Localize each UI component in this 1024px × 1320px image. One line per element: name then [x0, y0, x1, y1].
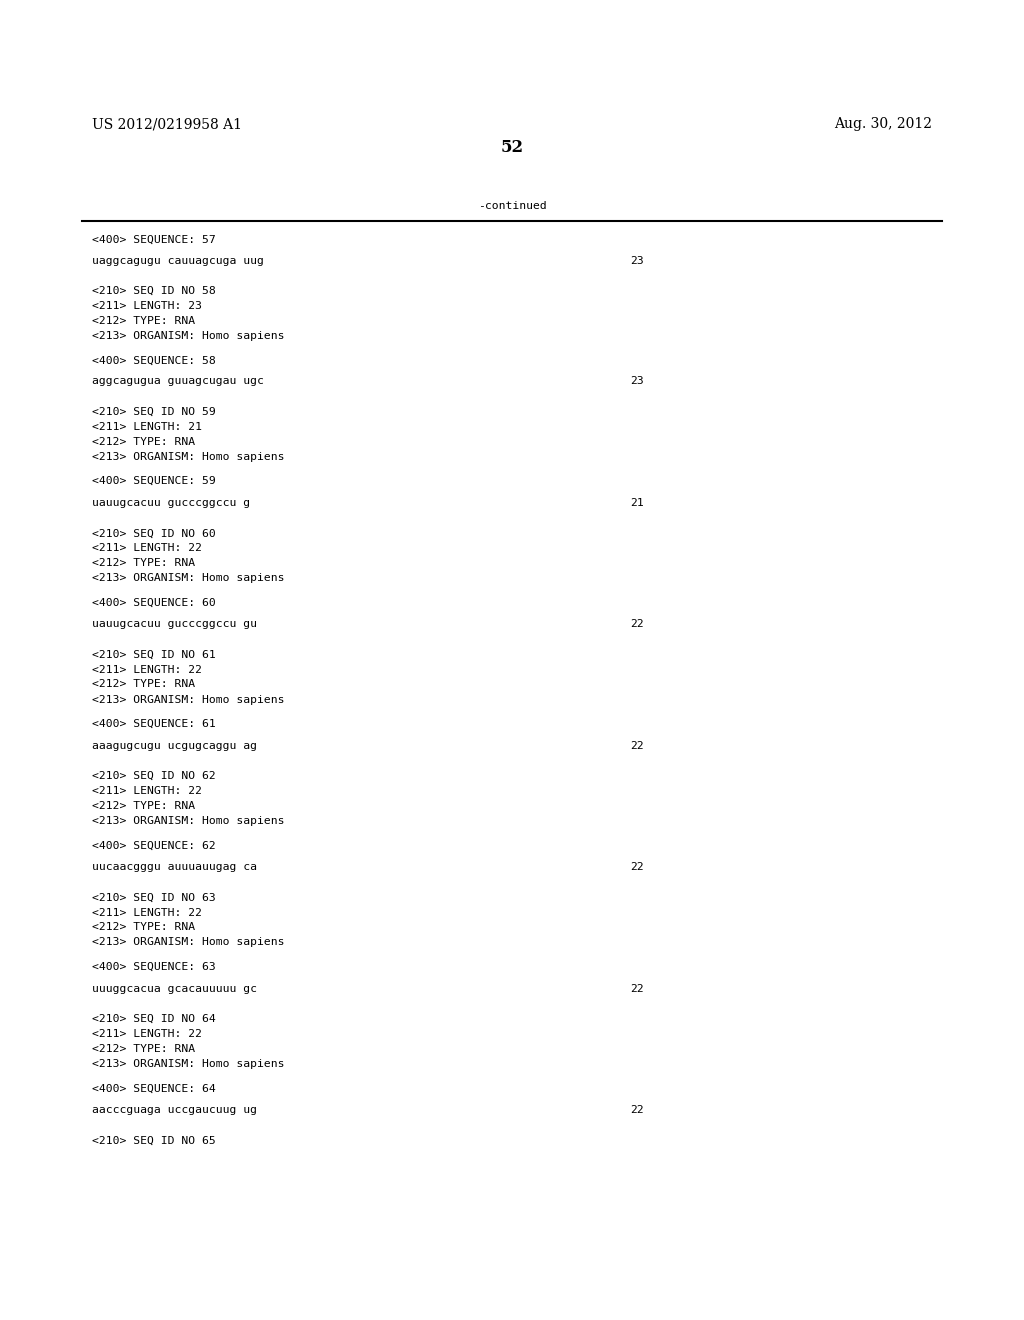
Text: <212> TYPE: RNA: <212> TYPE: RNA	[92, 558, 196, 568]
Text: <213> ORGANISM: Homo sapiens: <213> ORGANISM: Homo sapiens	[92, 694, 285, 705]
Text: 22: 22	[630, 741, 643, 751]
Text: uucaacgggu auuuauugag ca: uucaacgggu auuuauugag ca	[92, 862, 257, 873]
Text: aaagugcugu ucgugcaggu ag: aaagugcugu ucgugcaggu ag	[92, 741, 257, 751]
Text: 22: 22	[630, 983, 643, 994]
Text: <213> ORGANISM: Homo sapiens: <213> ORGANISM: Homo sapiens	[92, 816, 285, 826]
Text: 22: 22	[630, 619, 643, 630]
Text: <213> ORGANISM: Homo sapiens: <213> ORGANISM: Homo sapiens	[92, 451, 285, 462]
Text: <210> SEQ ID NO 64: <210> SEQ ID NO 64	[92, 1014, 216, 1024]
Text: <213> ORGANISM: Homo sapiens: <213> ORGANISM: Homo sapiens	[92, 573, 285, 583]
Text: <210> SEQ ID NO 60: <210> SEQ ID NO 60	[92, 528, 216, 539]
Text: <213> ORGANISM: Homo sapiens: <213> ORGANISM: Homo sapiens	[92, 331, 285, 341]
Text: <212> TYPE: RNA: <212> TYPE: RNA	[92, 923, 196, 932]
Text: <212> TYPE: RNA: <212> TYPE: RNA	[92, 315, 196, 326]
Text: <210> SEQ ID NO 63: <210> SEQ ID NO 63	[92, 892, 216, 903]
Text: <211> LENGTH: 21: <211> LENGTH: 21	[92, 422, 202, 432]
Text: <211> LENGTH: 22: <211> LENGTH: 22	[92, 544, 202, 553]
Text: <400> SEQUENCE: 64: <400> SEQUENCE: 64	[92, 1084, 216, 1093]
Text: <212> TYPE: RNA: <212> TYPE: RNA	[92, 437, 196, 446]
Text: <400> SEQUENCE: 62: <400> SEQUENCE: 62	[92, 841, 216, 850]
Text: 22: 22	[630, 862, 643, 873]
Text: <210> SEQ ID NO 61: <210> SEQ ID NO 61	[92, 649, 216, 660]
Text: <212> TYPE: RNA: <212> TYPE: RNA	[92, 1044, 196, 1053]
Text: <210> SEQ ID NO 59: <210> SEQ ID NO 59	[92, 407, 216, 417]
Text: <210> SEQ ID NO 58: <210> SEQ ID NO 58	[92, 286, 216, 296]
Text: uuuggcacua gcacauuuuu gc: uuuggcacua gcacauuuuu gc	[92, 983, 257, 994]
Text: <400> SEQUENCE: 60: <400> SEQUENCE: 60	[92, 598, 216, 607]
Text: 23: 23	[630, 376, 643, 387]
Text: <400> SEQUENCE: 63: <400> SEQUENCE: 63	[92, 962, 216, 972]
Text: US 2012/0219958 A1: US 2012/0219958 A1	[92, 117, 242, 131]
Text: <400> SEQUENCE: 58: <400> SEQUENCE: 58	[92, 355, 216, 366]
Text: uaggcagugu cauuagcuga uug: uaggcagugu cauuagcuga uug	[92, 256, 264, 265]
Text: 21: 21	[630, 498, 643, 508]
Text: <211> LENGTH: 22: <211> LENGTH: 22	[92, 665, 202, 675]
Text: 22: 22	[630, 1105, 643, 1115]
Text: <211> LENGTH: 22: <211> LENGTH: 22	[92, 787, 202, 796]
Text: <400> SEQUENCE: 61: <400> SEQUENCE: 61	[92, 719, 216, 729]
Text: <400> SEQUENCE: 59: <400> SEQUENCE: 59	[92, 477, 216, 486]
Text: <212> TYPE: RNA: <212> TYPE: RNA	[92, 801, 196, 810]
Text: uauugcacuu gucccggccu g: uauugcacuu gucccggccu g	[92, 498, 250, 508]
Text: <210> SEQ ID NO 65: <210> SEQ ID NO 65	[92, 1135, 216, 1146]
Text: <211> LENGTH: 23: <211> LENGTH: 23	[92, 301, 202, 312]
Text: <212> TYPE: RNA: <212> TYPE: RNA	[92, 680, 196, 689]
Text: aggcagugua guuagcugau ugc: aggcagugua guuagcugau ugc	[92, 376, 264, 387]
Text: <211> LENGTH: 22: <211> LENGTH: 22	[92, 1030, 202, 1039]
Text: 23: 23	[630, 256, 643, 265]
Text: 52: 52	[501, 140, 523, 156]
Text: -continued: -continued	[477, 201, 547, 211]
Text: <213> ORGANISM: Homo sapiens: <213> ORGANISM: Homo sapiens	[92, 937, 285, 948]
Text: aacccguaga uccgaucuug ug: aacccguaga uccgaucuug ug	[92, 1105, 257, 1115]
Text: <210> SEQ ID NO 62: <210> SEQ ID NO 62	[92, 771, 216, 781]
Text: <211> LENGTH: 22: <211> LENGTH: 22	[92, 908, 202, 917]
Text: <213> ORGANISM: Homo sapiens: <213> ORGANISM: Homo sapiens	[92, 1059, 285, 1069]
Text: <400> SEQUENCE: 57: <400> SEQUENCE: 57	[92, 235, 216, 244]
Text: Aug. 30, 2012: Aug. 30, 2012	[834, 117, 932, 131]
Text: uauugcacuu gucccggccu gu: uauugcacuu gucccggccu gu	[92, 619, 257, 630]
